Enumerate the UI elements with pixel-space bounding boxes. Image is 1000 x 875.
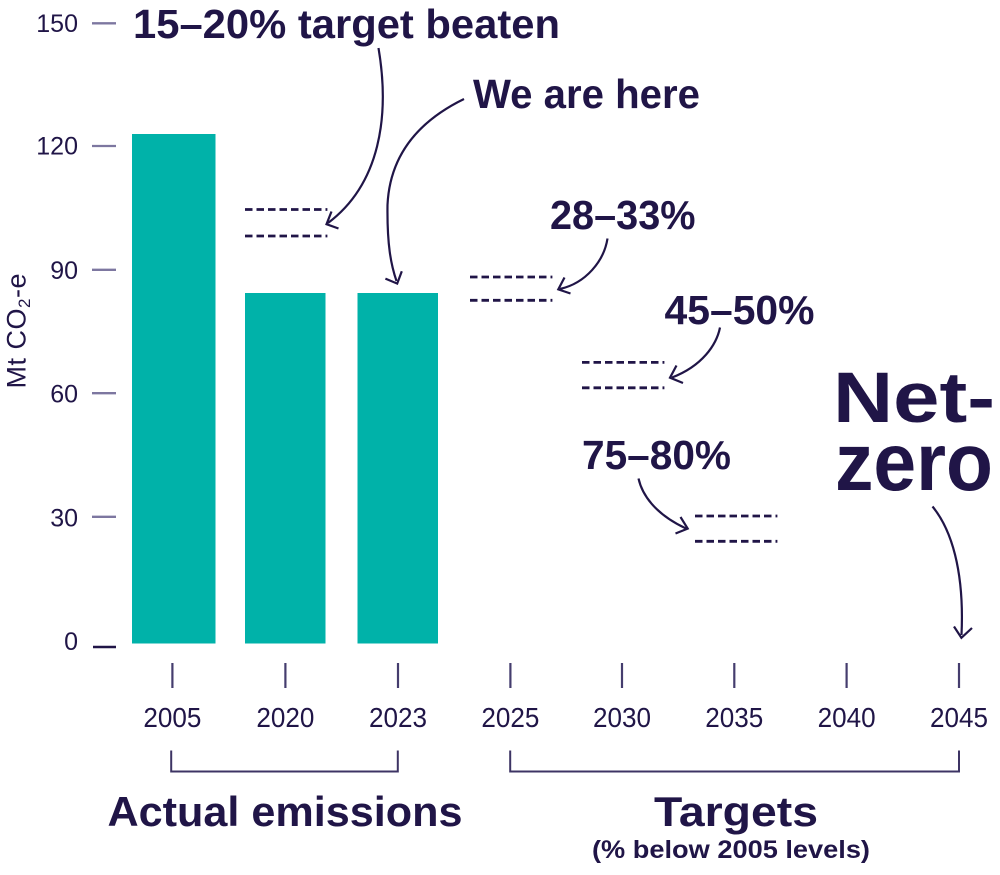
- svg-text:We are here: We are here: [473, 71, 700, 117]
- svg-text:60: 60: [50, 381, 78, 409]
- svg-text:30: 30: [50, 505, 78, 533]
- svg-text:15–20% target beaten: 15–20% target beaten: [133, 1, 560, 47]
- svg-text:Mt CO2-e: Mt CO2-e: [2, 273, 35, 388]
- svg-text:Targets: Targets: [654, 788, 818, 835]
- svg-text:150: 150: [36, 10, 78, 38]
- svg-text:2045: 2045: [930, 702, 988, 733]
- svg-text:2005: 2005: [143, 702, 201, 733]
- svg-text:45–50%: 45–50%: [665, 287, 815, 333]
- svg-text:2023: 2023: [369, 702, 427, 733]
- svg-text:2020: 2020: [256, 702, 314, 733]
- svg-text:zero: zero: [835, 417, 993, 508]
- svg-text:120: 120: [36, 133, 78, 161]
- svg-text:2035: 2035: [705, 702, 763, 733]
- svg-text:2030: 2030: [593, 702, 651, 733]
- svg-text:(% below 2005 levels): (% below 2005 levels): [592, 836, 870, 864]
- svg-text:2040: 2040: [818, 702, 876, 733]
- svg-text:90: 90: [50, 257, 78, 285]
- svg-text:2025: 2025: [481, 702, 539, 733]
- svg-text:75–80%: 75–80%: [582, 432, 731, 478]
- svg-text:0: 0: [64, 628, 78, 656]
- svg-text:Actual emissions: Actual emissions: [108, 788, 463, 835]
- svg-text:28–33%: 28–33%: [550, 192, 696, 238]
- svg-text:Net-: Net-: [833, 359, 995, 438]
